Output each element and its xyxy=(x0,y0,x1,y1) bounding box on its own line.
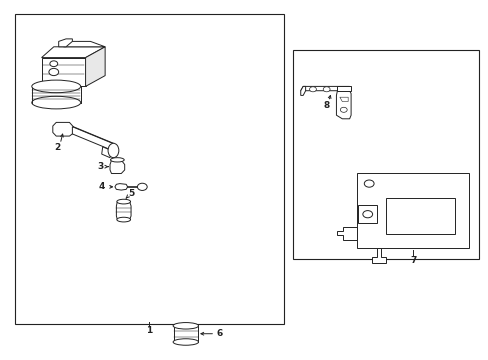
Text: 7: 7 xyxy=(409,256,416,265)
Polygon shape xyxy=(339,97,347,102)
Polygon shape xyxy=(337,227,356,240)
Bar xyxy=(15,14,283,324)
Text: 1: 1 xyxy=(146,326,152,335)
Text: 3: 3 xyxy=(97,162,103,171)
Circle shape xyxy=(323,87,329,92)
Polygon shape xyxy=(85,47,105,86)
Polygon shape xyxy=(41,58,85,86)
Polygon shape xyxy=(371,248,386,263)
Text: 6: 6 xyxy=(217,329,223,338)
Polygon shape xyxy=(115,184,127,190)
Circle shape xyxy=(340,107,346,112)
Polygon shape xyxy=(102,147,111,158)
Text: 5: 5 xyxy=(128,189,134,198)
Polygon shape xyxy=(300,86,305,95)
Polygon shape xyxy=(59,39,72,47)
Circle shape xyxy=(50,61,58,67)
Polygon shape xyxy=(63,41,105,47)
Polygon shape xyxy=(41,47,105,58)
Circle shape xyxy=(362,211,372,218)
Circle shape xyxy=(309,87,316,92)
Ellipse shape xyxy=(117,217,130,222)
Polygon shape xyxy=(386,198,454,234)
Polygon shape xyxy=(116,202,131,220)
Circle shape xyxy=(364,180,373,187)
Polygon shape xyxy=(300,86,349,91)
Polygon shape xyxy=(358,205,376,223)
Polygon shape xyxy=(336,91,350,119)
Ellipse shape xyxy=(173,339,198,345)
Polygon shape xyxy=(173,326,198,342)
Text: 2: 2 xyxy=(55,143,61,152)
Polygon shape xyxy=(337,86,350,91)
Circle shape xyxy=(49,68,59,76)
Polygon shape xyxy=(356,173,468,248)
Polygon shape xyxy=(72,127,112,150)
Ellipse shape xyxy=(110,158,124,162)
Text: 4: 4 xyxy=(98,182,105,192)
Polygon shape xyxy=(53,122,73,136)
Bar xyxy=(293,50,478,259)
Ellipse shape xyxy=(32,96,81,109)
Ellipse shape xyxy=(117,199,130,204)
Ellipse shape xyxy=(32,80,81,93)
Polygon shape xyxy=(110,160,124,174)
Circle shape xyxy=(137,183,147,190)
Ellipse shape xyxy=(173,323,198,329)
Text: 8: 8 xyxy=(323,102,329,110)
Ellipse shape xyxy=(108,143,119,158)
